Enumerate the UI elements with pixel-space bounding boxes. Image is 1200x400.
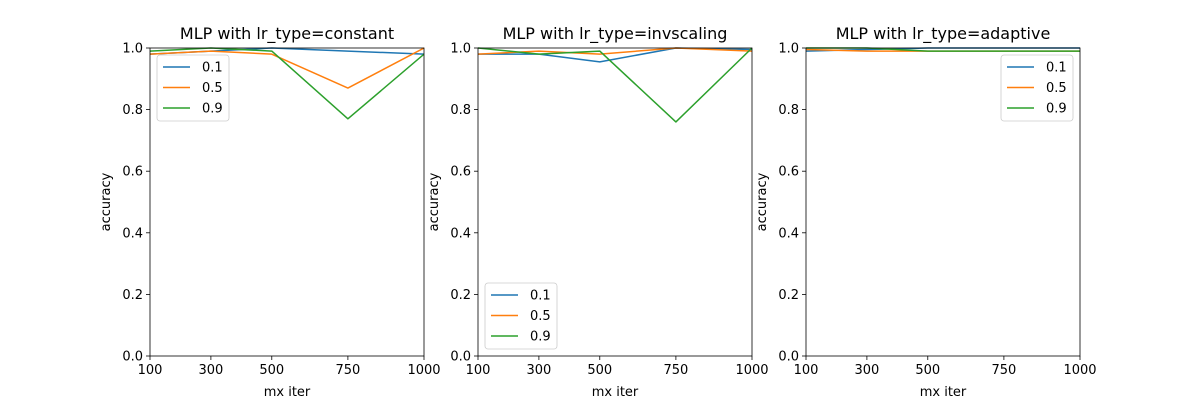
x-tick-label: 500 (259, 363, 284, 378)
subplot-invscaling: MLP with lr_type=invscaling mx iter accu… (427, 24, 769, 400)
x-tick-label: 300 (198, 363, 223, 378)
x-tick-label: 750 (335, 363, 360, 378)
x-tick-label: 300 (526, 363, 551, 378)
legend-label: 0.9 (1046, 102, 1067, 117)
axes-frame (477, 47, 753, 357)
y-tick-label: 0.8 (450, 103, 471, 118)
subplot-constant: MLP with lr_type=constant mx iter accura… (99, 24, 441, 400)
y-tick-label: 0.0 (122, 350, 143, 365)
y-tick-label: 0.6 (122, 165, 143, 180)
x-tick-label: 500 (587, 363, 612, 378)
legend-box (484, 282, 558, 350)
x-tick-label: 750 (663, 363, 688, 378)
x-tick-label: 100 (466, 363, 491, 378)
x-axis-label: mx iter (920, 385, 967, 400)
plot-area: 100 300 500 750 1000 0.0 0.2 0.4 0.6 0.8 1.0 0.1 0.5… (122, 42, 440, 379)
legend-label: 0.9 (202, 102, 223, 117)
plot-area: 100 300 500 750 1000 0.0 0.2 0.4 0.6 0.8 1.0 0.1 0.5… (778, 42, 1096, 379)
y-tick-label: 0.4 (122, 226, 143, 241)
y-tick-label: 0.2 (122, 288, 143, 303)
y-tick-label: 0.6 (450, 165, 471, 180)
plot-area: 100 300 500 750 1000 0.0 0.2 0.4 0.6 0.8 1.0 0.1 0.5… (450, 42, 768, 379)
axes-frame (149, 47, 425, 357)
legend-label: 0.5 (1046, 81, 1067, 96)
y-axis-label: accuracy (427, 172, 442, 231)
subplot-title: MLP with lr_type=constant (180, 24, 394, 44)
legend-label: 0.5 (202, 81, 223, 96)
legend: 0.1 0.5 0.9 (156, 54, 230, 122)
y-tick-label: 0.0 (450, 350, 471, 365)
y-tick-label: 0.2 (778, 288, 799, 303)
y-axis-label: accuracy (755, 172, 770, 231)
x-tick-label: 100 (138, 363, 163, 378)
x-tick-label: 1000 (407, 363, 440, 378)
legend-label: 0.1 (1046, 61, 1067, 76)
y-tick-label: 0.6 (778, 165, 799, 180)
series-line-0.5 (150, 47, 424, 89)
y-tick-label: 0.8 (778, 103, 799, 118)
y-tick-label: 0.4 (778, 226, 799, 241)
legend-label: 0.5 (530, 309, 551, 324)
x-tick-label: 500 (915, 363, 940, 378)
x-tick-label: 100 (794, 363, 819, 378)
subplot-title: MLP with lr_type=adaptive (836, 24, 1051, 44)
x-tick-label: 750 (991, 363, 1016, 378)
y-tick-label: 0.2 (450, 288, 471, 303)
y-tick-label: 0.4 (450, 226, 471, 241)
legend: 0.1 0.5 0.9 (1000, 54, 1074, 122)
subplot-adaptive: MLP with lr_type=adaptive mx iter accura… (755, 24, 1097, 400)
legend-label: 0.1 (530, 289, 551, 304)
y-tick-label: 1.0 (122, 42, 143, 57)
legend-box (156, 54, 230, 122)
series-line-0.9 (150, 47, 424, 120)
axes-frame (805, 47, 1081, 357)
legend-box (1000, 54, 1074, 122)
y-tick-label: 0.0 (778, 350, 799, 365)
series-line-0.9 (478, 47, 752, 123)
y-tick-label: 1.0 (778, 42, 799, 57)
x-axis-label: mx iter (592, 385, 639, 400)
x-tick-label: 1000 (1063, 363, 1096, 378)
y-axis-label: accuracy (99, 172, 114, 231)
legend-label: 0.9 (530, 330, 551, 345)
subplot-title: MLP with lr_type=invscaling (503, 24, 728, 44)
y-tick-label: 0.8 (122, 103, 143, 118)
y-tick-label: 1.0 (450, 42, 471, 57)
legend: 0.1 0.5 0.9 (484, 282, 558, 350)
x-tick-label: 1000 (735, 363, 768, 378)
x-tick-label: 300 (854, 363, 879, 378)
legend-label: 0.1 (202, 61, 223, 76)
x-axis-label: mx iter (264, 385, 311, 400)
